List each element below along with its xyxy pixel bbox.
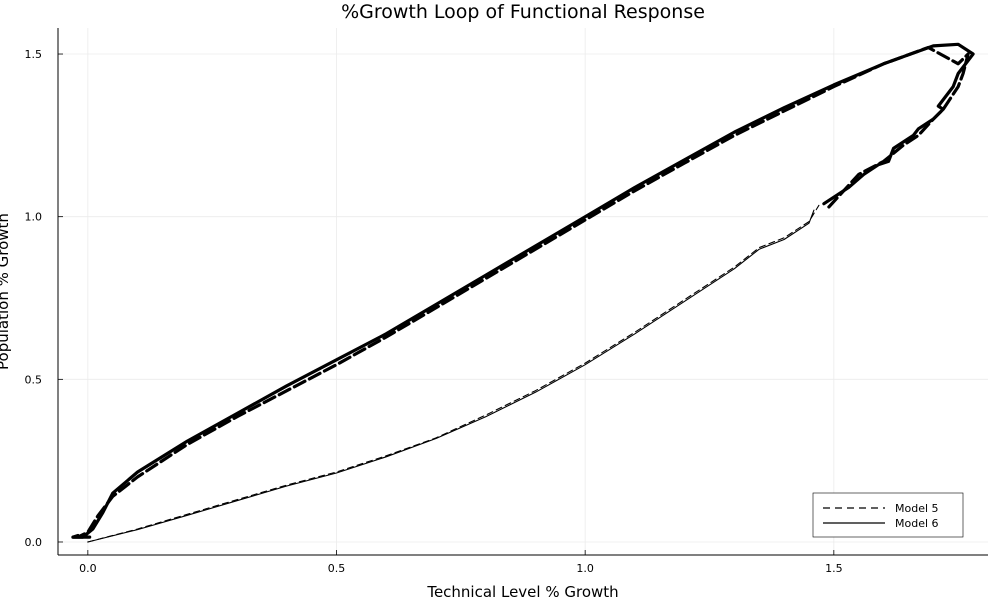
x-axis-title: Technical Level % Growth <box>426 583 618 600</box>
series-line-model-6-thin <box>87 209 815 543</box>
axes: 0.0 0.5 1.0 1.5 0.0 0.5 1.0 1.5 <box>25 28 988 575</box>
y-tick-label: 1.5 <box>25 48 43 61</box>
x-tick-label: 1.5 <box>825 562 843 575</box>
series-lines <box>71 42 975 543</box>
y-tick-label: 0.5 <box>25 373 43 386</box>
series-line-model-5-thin <box>87 204 820 543</box>
y-tick-label: 1.0 <box>25 211 43 224</box>
chart-title: %Growth Loop of Functional Response <box>341 1 705 23</box>
gridlines <box>58 28 988 555</box>
legend-label-model-5: Model 5 <box>895 502 939 515</box>
x-tick-label: 0.5 <box>328 562 346 575</box>
series-line-model-6-thick <box>71 42 975 539</box>
legend-label-model-6: Model 6 <box>895 517 939 530</box>
y-axis-title: Population % Growth <box>0 213 12 370</box>
x-tick-label: 0.0 <box>79 562 97 575</box>
x-tick-label: 1.0 <box>576 562 594 575</box>
legend: Model 5 Model 6 <box>812 492 964 538</box>
legend-box <box>812 492 964 538</box>
y-tick-label: 0.0 <box>25 536 43 549</box>
